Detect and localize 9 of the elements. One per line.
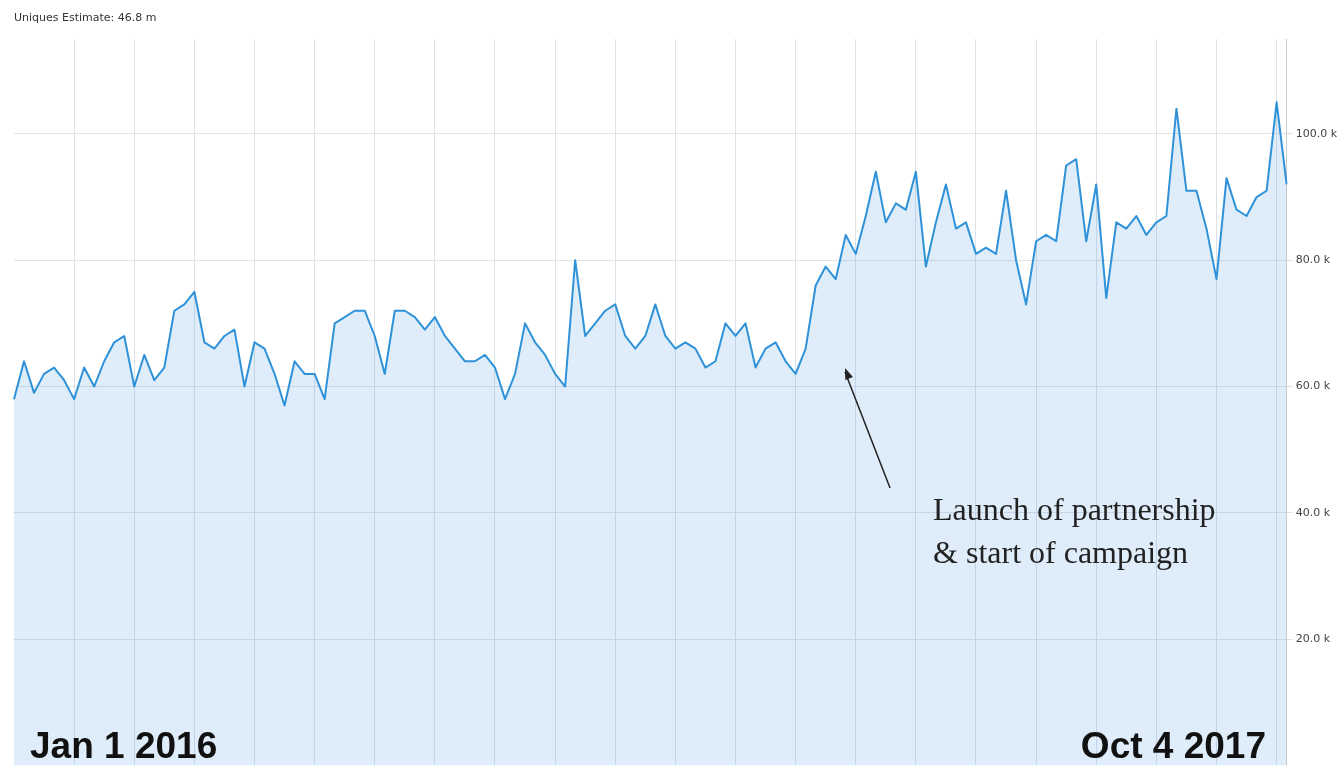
y-tick-label: 100.0 k (1295, 126, 1338, 140)
y-tick-label: 60.0 k (1295, 379, 1331, 393)
y-tick-label: 20.0 k (1295, 631, 1331, 645)
y-tick-label: 40.0 k (1295, 505, 1331, 519)
y-tick-label: 80.0 k (1295, 253, 1331, 267)
annotation: Jan 1 2016 (30, 725, 218, 767)
chart-title: Uniques Estimate: 46.8 m (14, 11, 157, 25)
annotation: Oct 4 2017 (1080, 725, 1266, 767)
annotation: Launch of partnership & start of campaign (933, 491, 1216, 570)
